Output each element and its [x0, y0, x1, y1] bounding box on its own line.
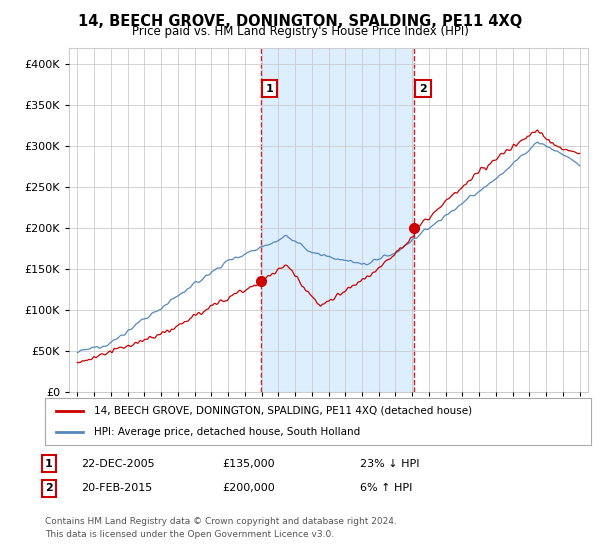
Text: Price paid vs. HM Land Registry's House Price Index (HPI): Price paid vs. HM Land Registry's House … [131, 25, 469, 38]
Text: 22-DEC-2005: 22-DEC-2005 [81, 459, 155, 469]
Text: 23% ↓ HPI: 23% ↓ HPI [360, 459, 419, 469]
Text: HPI: Average price, detached house, South Holland: HPI: Average price, detached house, Sout… [94, 427, 361, 437]
Text: 2: 2 [419, 83, 427, 94]
Bar [261, 48, 415, 392]
Text: 20-FEB-2015: 20-FEB-2015 [81, 483, 152, 493]
Text: 14, BEECH GROVE, DONINGTON, SPALDING, PE11 4XQ (detached house): 14, BEECH GROVE, DONINGTON, SPALDING, PE… [94, 406, 472, 416]
Text: 1: 1 [45, 459, 53, 469]
Text: £200,000: £200,000 [222, 483, 275, 493]
Text: Contains HM Land Registry data © Crown copyright and database right 2024.: Contains HM Land Registry data © Crown c… [45, 517, 397, 526]
Text: £135,000: £135,000 [222, 459, 275, 469]
Text: 14, BEECH GROVE, DONINGTON, SPALDING, PE11 4XQ: 14, BEECH GROVE, DONINGTON, SPALDING, PE… [78, 14, 522, 29]
Text: This data is licensed under the Open Government Licence v3.0.: This data is licensed under the Open Gov… [45, 530, 334, 539]
Text: 1: 1 [266, 83, 273, 94]
Text: 2: 2 [45, 483, 53, 493]
Text: 6% ↑ HPI: 6% ↑ HPI [360, 483, 412, 493]
